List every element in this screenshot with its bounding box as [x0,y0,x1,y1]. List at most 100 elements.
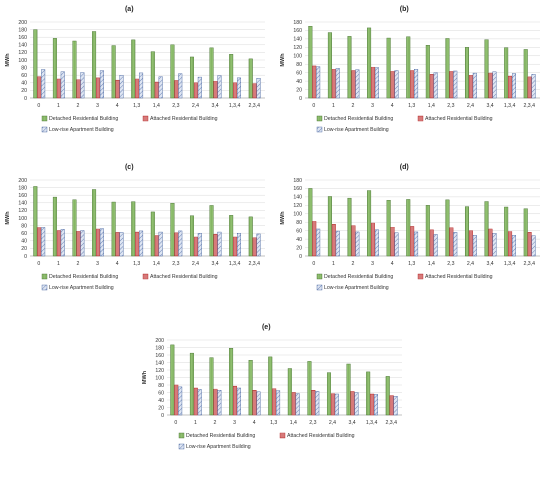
bar-0 [150,211,155,257]
legend-label-2: Low-rise Apartment Building [49,285,114,291]
bar-0 [33,186,38,257]
legend-label-0: Detached Residential Building [324,274,393,280]
legend-label-2: Low-rise Apartment Building [324,127,389,133]
x-tick-label: 2,4 [192,261,199,267]
bar-1 [174,232,179,257]
y-tick-label: 100 [293,212,302,218]
bar-0 [445,38,450,99]
bar-1 [331,69,336,99]
x-tick-label: 1 [57,261,60,267]
bar-0 [248,58,253,99]
x-tick-label: 2,3,4 [248,103,260,109]
bar-1 [76,79,81,99]
bar-2 [472,72,477,99]
x-tick-label: 4 [391,103,394,109]
bar-0 [209,47,214,99]
x-tick-label: 3 [96,261,99,267]
bar-1 [193,82,198,99]
y-tick-label: 100 [155,375,164,381]
y-tick-label: 120 [293,203,302,209]
bar-1 [232,385,237,416]
bar-2 [492,232,497,257]
x-tick-label: 1,4 [428,261,435,267]
bar-2 [433,72,438,99]
bar-1 [508,231,513,257]
y-tick-label: 40 [296,79,302,85]
x-tick-label: 1,3 [133,261,140,267]
y-tick-label: 120 [18,208,27,214]
legend-swatch-2 [316,284,323,291]
bar-1 [449,71,454,99]
y-tick-label: 60 [21,231,27,237]
bar-0 [367,190,372,257]
bar-0 [229,54,234,99]
bar-0 [287,368,292,416]
bar-0 [386,200,391,257]
bar-2 [119,74,124,99]
y-tick-label: 160 [155,353,164,359]
chart-title: (e) [262,324,271,331]
bar-0 [464,47,469,99]
x-tick-label: 2,3,4 [523,261,535,267]
y-tick-label: 80 [296,62,302,68]
legend-label-2: Low-rise Apartment Building [324,285,389,291]
bar-2 [453,232,458,257]
chart-title: (b) [400,6,409,13]
x-tick-label: 2,4 [329,420,336,426]
bar-2 [236,77,241,99]
bar-2 [492,71,497,99]
legend-label-1: Attached Residential Building [425,116,493,122]
bar-2 [60,229,65,257]
bar-0 [92,189,97,257]
bar-2 [354,392,359,416]
bar-0 [327,196,332,257]
x-tick-label: 3,4 [211,261,218,267]
bar-0 [366,371,371,416]
bar-1 [410,226,415,257]
y-tick-label: 140 [18,201,27,207]
bar-0 [229,215,234,257]
x-tick-label: 3,4 [486,103,493,109]
x-tick-label: 0 [37,261,40,267]
bar-0 [307,361,312,416]
y-tick-label: 100 [18,58,27,64]
bar-0 [464,206,469,257]
bar-2 [158,76,163,99]
bar-1 [95,77,100,99]
bar-1 [37,76,42,99]
bar-0 [170,344,175,416]
legend-swatch-1 [417,273,424,280]
x-tick-label: 2 [352,261,355,267]
y-tick-label: 20 [158,405,164,411]
bar-0 [248,216,253,257]
bar-2 [236,387,241,416]
bar-0 [52,38,57,99]
y-axis-label: MWh [280,53,286,67]
bar-1 [370,393,375,416]
x-tick-label: 1 [332,103,335,109]
bar-0 [33,29,38,99]
y-tick-label: 140 [18,43,27,49]
bar-0 [189,215,194,257]
legend-swatch-2 [178,443,185,450]
y-tick-label: 80 [21,223,27,229]
y-tick-label: 120 [293,45,302,51]
x-tick-label: 1,4 [428,103,435,109]
bar-1 [508,75,513,99]
y-tick-label: 20 [296,245,302,251]
y-tick-label: 140 [155,360,164,366]
x-tick-label: 1,3 [270,420,277,426]
chart-title: (d) [400,164,409,171]
chart-title: (a) [125,6,134,13]
legend-swatch-2 [41,284,48,291]
x-tick-label: 3 [96,103,99,109]
x-tick-label: 1 [57,103,60,109]
bar-1 [468,230,473,257]
bar-0 [72,40,77,99]
bar-2 [355,69,360,99]
legend-swatch-2 [316,126,323,133]
y-tick-label: 160 [18,35,27,41]
bar-1 [350,391,355,416]
